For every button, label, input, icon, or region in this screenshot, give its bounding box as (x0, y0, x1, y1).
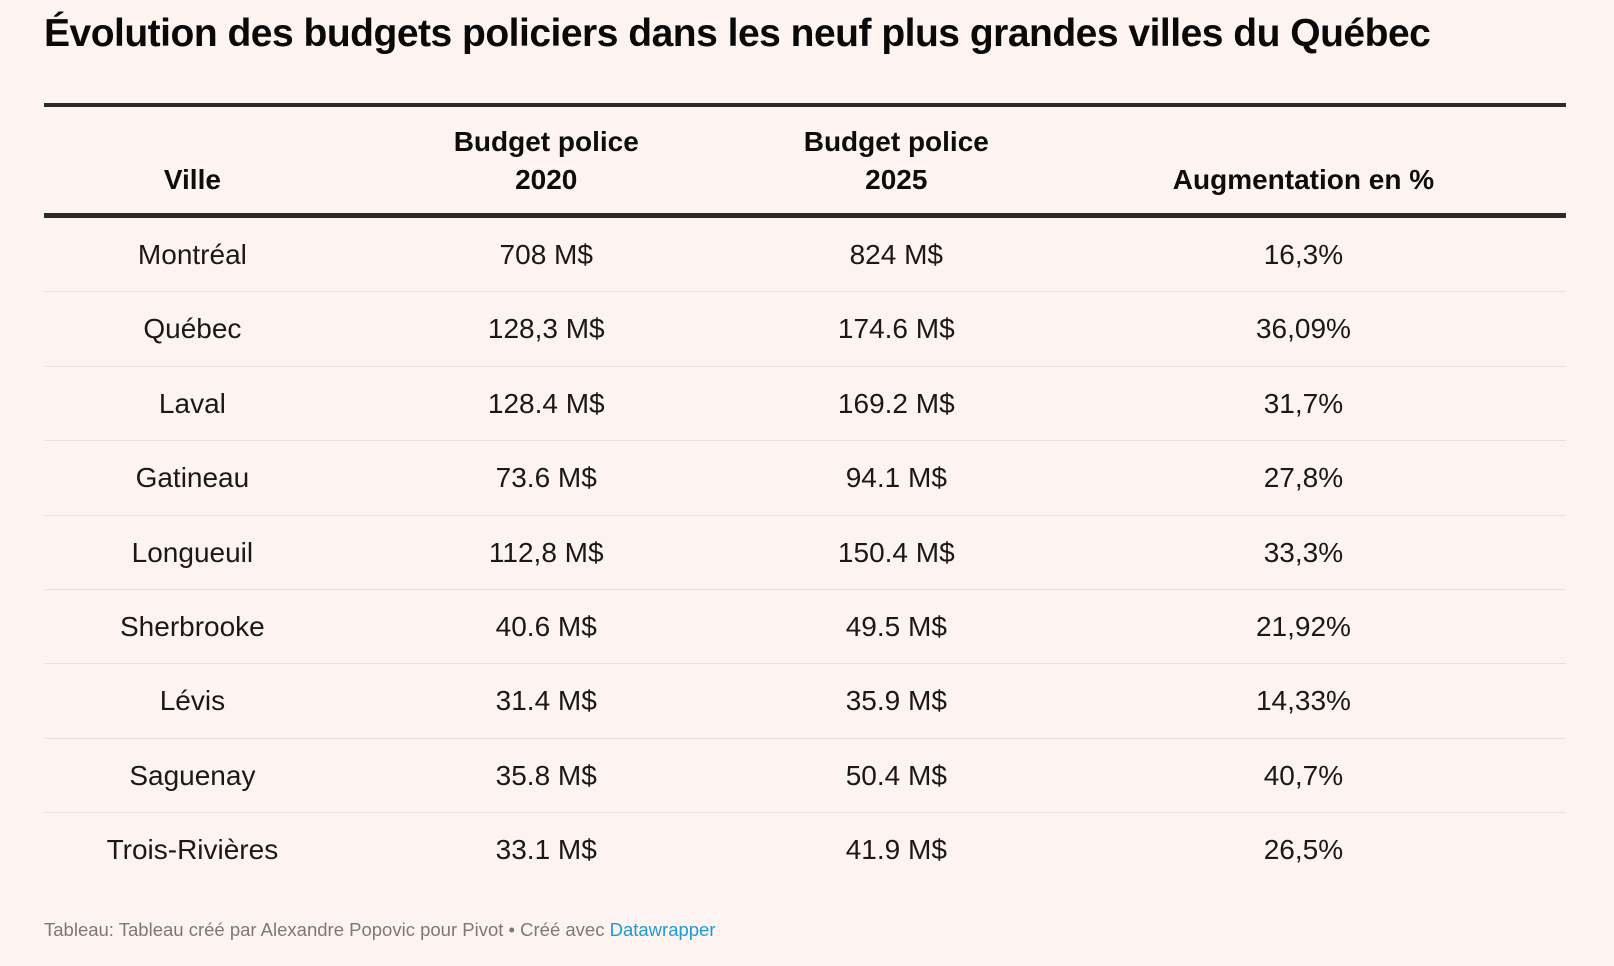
table-row-montreal: Montréal 708 M$ 824 M$ 16,3% (44, 216, 1566, 292)
header-row: Ville Budget police 2020 Budget police 2… (44, 104, 1566, 218)
cell-augmentation: 40,7% (1040, 737, 1566, 813)
cell-budget-2025: 169.2 M$ (751, 365, 1041, 441)
cell-ville: Québec (44, 291, 341, 367)
attribution: Tableau: Tableau créé par Alexandre Popo… (44, 919, 1566, 941)
datawrapper-link[interactable]: Datawrapper (609, 918, 716, 940)
cell-budget-2020: 112,8 M$ (340, 514, 752, 590)
cell-augmentation: 21,92% (1040, 588, 1566, 664)
cell-augmentation: 33,3% (1040, 514, 1566, 590)
cell-budget-2020: 31.4 M$ (340, 663, 752, 739)
cell-budget-2020: 73.6 M$ (340, 440, 752, 516)
cell-budget-2020: 128,3 M$ (340, 291, 752, 367)
column-header-budget-2025: Budget police 2025 (751, 104, 1041, 218)
table-row-sherbrooke: Sherbrooke 40.6 M$ 49.5 M$ 21,92% (44, 588, 1566, 664)
chart-title: Évolution des budgets policiers dans les… (44, 12, 1431, 55)
cell-augmentation: 16,3% (1263, 239, 1344, 270)
cell-augmentation: 26,5% (1040, 812, 1566, 887)
cell-augmentation: 14,33% (1040, 663, 1566, 739)
cell-ville: Lévis (44, 663, 341, 739)
column-header-budget-2020: Budget police 2020 (340, 104, 752, 218)
cell-budget-2025: 174.6 M$ (751, 291, 1041, 367)
cell-budget-2025: 150.4 M$ (751, 514, 1041, 590)
cell-augmentation: 27,8% (1040, 440, 1566, 516)
cell-budget-2025: 50.4 M$ (751, 737, 1041, 813)
column-header-ville: Ville (44, 104, 341, 218)
cell-augmentation: 31,7% (1040, 365, 1566, 441)
cell-budget-2020: 708 M$ (499, 239, 593, 270)
cell-ville: Sherbrooke (44, 588, 341, 664)
cell-budget-2020: 35.8 M$ (340, 737, 752, 813)
attribution-text: Tableau: Tableau créé par Alexandre Popo… (44, 918, 610, 940)
police-budget-table: Ville Budget police 2020 Budget police 2… (44, 102, 1566, 887)
table-row-trois-rivieres: Trois-Rivières 33.1 M$ 41.9 M$ 26,5% (44, 812, 1566, 887)
cell-augmentation: 36,09% (1040, 291, 1566, 367)
cell-budget-2025: 94.1 M$ (751, 440, 1041, 516)
cell-budget-2020: 40.6 M$ (340, 588, 752, 664)
column-header-augmentation: Augmentation en % (1040, 104, 1566, 218)
cell-ville: Longueuil (44, 514, 341, 590)
table-body: Montréal 708 M$ 824 M$ 16,3% Québec 128,… (44, 216, 1566, 887)
cell-ville: Trois-Rivières (44, 812, 341, 887)
table-row-gatineau: Gatineau 73.6 M$ 94.1 M$ 27,8% (44, 440, 1566, 516)
table-row-quebec: Québec 128,3 M$ 174.6 M$ 36,09% (44, 291, 1566, 367)
table-row-longueuil: Longueuil 112,8 M$ 150.4 M$ 33,3% (44, 514, 1566, 590)
cell-budget-2025: 49.5 M$ (751, 588, 1041, 664)
cell-budget-2020: 128.4 M$ (340, 365, 752, 441)
cell-budget-2025: 41.9 M$ (751, 812, 1041, 887)
table-row-levis: Lévis 31.4 M$ 35.9 M$ 14,33% (44, 663, 1566, 739)
cell-ville: Laval (44, 365, 341, 441)
table-row-laval: Laval 128.4 M$ 169.2 M$ 31,7% (44, 365, 1566, 441)
cell-budget-2025: 35.9 M$ (751, 663, 1041, 739)
cell-budget-2025: 824 M$ (849, 239, 943, 270)
cell-ville: Gatineau (44, 440, 341, 516)
cell-budget-2020: 33.1 M$ (340, 812, 752, 887)
table-header: Ville Budget police 2020 Budget police 2… (44, 104, 1566, 218)
cell-ville: Montréal (137, 239, 247, 270)
cell-ville: Saguenay (44, 737, 341, 813)
table-row-saguenay: Saguenay 35.8 M$ 50.4 M$ 40,7% (44, 737, 1566, 813)
